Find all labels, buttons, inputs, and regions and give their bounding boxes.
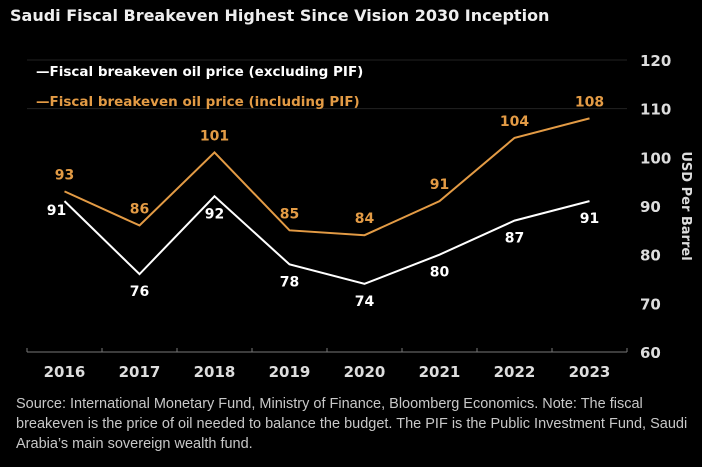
x-tick-label: 2019 bbox=[269, 363, 311, 381]
series-line bbox=[64, 117, 590, 237]
y-tick-label: 120 bbox=[640, 52, 671, 70]
x-tick-label: 2018 bbox=[194, 363, 236, 381]
y-tick-label: 100 bbox=[640, 149, 671, 167]
line-chart: 60 70 80 90 100 110 120 2016 2017 2018 2019 2020 202… bbox=[26, 52, 693, 381]
chart-title: Saudi Fiscal Breakeven Highest Since Vis… bbox=[10, 6, 550, 25]
x-tick-label: 2022 bbox=[494, 363, 536, 381]
data-label: 92 bbox=[205, 206, 224, 222]
data-label: 108 bbox=[575, 94, 604, 110]
y-tick-label: 90 bbox=[640, 198, 661, 216]
data-label: 74 bbox=[355, 294, 375, 310]
data-label: 78 bbox=[280, 274, 299, 290]
data-label: 85 bbox=[280, 206, 299, 222]
x-tick-label: 2021 bbox=[419, 363, 461, 381]
legend-entry: —Fiscal breakeven oil price (excluding P… bbox=[36, 64, 363, 80]
data-label: 84 bbox=[355, 211, 375, 227]
y-axis-title: USD Per Barrel bbox=[678, 151, 693, 260]
data-label: 76 bbox=[130, 284, 149, 300]
data-label: 104 bbox=[500, 114, 529, 130]
legend-entry: —Fiscal breakeven oil price (including P… bbox=[36, 94, 360, 110]
y-tick-label: 110 bbox=[640, 101, 671, 119]
y-tick-label: 60 bbox=[640, 344, 661, 362]
data-label: 87 bbox=[505, 231, 524, 247]
data-label: 80 bbox=[430, 265, 450, 281]
data-label: 93 bbox=[55, 167, 74, 183]
x-tick-label: 2017 bbox=[119, 363, 161, 381]
series-line bbox=[63, 194, 590, 285]
data-label: 91 bbox=[580, 211, 599, 227]
y-tick-label: 80 bbox=[640, 247, 661, 265]
data-label: 101 bbox=[200, 128, 229, 144]
y-tick-label: 70 bbox=[640, 295, 661, 313]
data-label: 91 bbox=[430, 177, 449, 193]
x-tick-label: 2020 bbox=[344, 363, 386, 381]
source-note: Source: International Monetary Fund, Min… bbox=[16, 396, 688, 452]
data-label: 91 bbox=[47, 203, 66, 219]
data-label: 86 bbox=[130, 201, 149, 217]
x-tick-label: 2023 bbox=[569, 363, 611, 381]
x-tick-label: 2016 bbox=[44, 363, 86, 381]
